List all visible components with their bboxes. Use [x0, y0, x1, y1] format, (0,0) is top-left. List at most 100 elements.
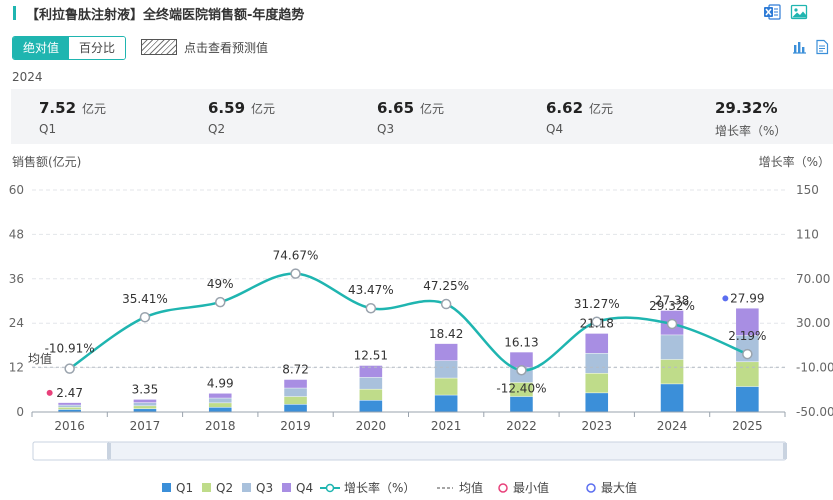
- bar-chart-icon[interactable]: [791, 39, 807, 55]
- bar-segment-q2: [284, 396, 307, 405]
- image-icon[interactable]: [790, 3, 808, 21]
- y2-tick-label: -10.00: [796, 361, 833, 375]
- bar-segment-q4: [208, 393, 232, 398]
- bar-segment-q1: [434, 395, 458, 412]
- bar-segment-q2: [359, 389, 383, 401]
- bar-segment-q1: [510, 396, 533, 412]
- y2-tick-label: -50.00: [796, 405, 833, 419]
- legend-swatch: [282, 483, 291, 492]
- growth-rate-label: 29.32%: [649, 299, 695, 313]
- bar-segment-q1: [359, 400, 383, 412]
- stat-unit: 亿元: [589, 102, 614, 116]
- bar-total-label: 21.18: [580, 317, 614, 331]
- bar-segment-q4: [284, 379, 307, 388]
- growth-rate-label: 47.25%: [423, 279, 469, 293]
- legend-line-marker: [325, 483, 335, 493]
- forecast-toggle-swatch[interactable]: [141, 39, 177, 55]
- bar-segment-q2: [585, 373, 609, 393]
- chart-toolbar: 绝对值 百分比 点击查看预测值: [0, 34, 833, 60]
- bar-segment-q1: [585, 393, 609, 412]
- tab-percentage[interactable]: 百分比: [69, 37, 126, 59]
- stat-label: 增长率（%）: [715, 124, 787, 138]
- legend-label: 均值: [459, 480, 483, 495]
- y2-axis-title: 增长率（%）: [759, 154, 830, 169]
- y2-tick-label: 30.00: [796, 316, 830, 330]
- legend-ring: [498, 483, 508, 493]
- bar-segment-q3: [133, 402, 157, 406]
- bar-total-label: 27.38: [655, 294, 689, 308]
- bar-segment-q2: [58, 407, 81, 410]
- bar-segment-q4: [510, 352, 533, 368]
- bar-total-label: 18.42: [429, 327, 463, 341]
- growth-rate-point: [666, 318, 678, 330]
- bar-segment-q1: [284, 404, 307, 412]
- summary-stat-q4: 6.62 亿元 Q4: [546, 99, 613, 136]
- bar-segment-q3: [434, 360, 458, 378]
- bar-total-label: 2.47: [56, 386, 83, 400]
- bar-total-label: 27.99: [730, 291, 764, 305]
- stat-unit: 亿元: [82, 102, 107, 116]
- forecast-toggle-label[interactable]: 点击查看预测值: [184, 41, 269, 55]
- bar-segment-q2: [434, 378, 458, 395]
- x-tick-label: 2018: [205, 419, 236, 433]
- x-tick-label: 2023: [581, 419, 612, 433]
- max-value-marker: [722, 295, 729, 302]
- y-tick-label: 48: [9, 227, 24, 241]
- bar-segment-q1: [58, 409, 81, 412]
- bar-total-label: 4.99: [207, 377, 234, 391]
- bar-segment-q4: [58, 402, 81, 405]
- legend-label: Q4: [296, 481, 313, 495]
- y-tick-label: 0: [16, 405, 24, 419]
- range-slider-handle-right[interactable]: [783, 443, 787, 459]
- summary-stat-q3: 6.65 亿元 Q3: [377, 99, 444, 136]
- growth-rate-point: [742, 348, 753, 360]
- stat-label: Q2: [208, 122, 226, 136]
- bar-segment-q3: [284, 388, 307, 397]
- bar-total-label: 16.13: [504, 335, 538, 349]
- growth-rate-line: [68, 272, 748, 372]
- min-value-marker: [46, 389, 53, 396]
- y2-tick-label: 150: [796, 183, 819, 197]
- growth-rate-point: [516, 365, 527, 376]
- stat-value: 7.52: [39, 99, 77, 117]
- bar-segment-q4: [133, 399, 157, 403]
- bar-total-label: 12.51: [354, 349, 388, 363]
- x-tick-label: 2016: [54, 419, 85, 433]
- bar-segment-q3: [585, 353, 609, 374]
- growth-rate-label: 74.67%: [273, 249, 319, 263]
- title-accent-bar: [13, 6, 16, 20]
- excel-icon[interactable]: [763, 3, 781, 21]
- x-tick-label: 2025: [732, 419, 763, 433]
- y2-tick-label: 70.00: [796, 272, 830, 286]
- growth-rate-label: -10.91%: [45, 342, 95, 356]
- stat-unit: 亿元: [251, 102, 276, 116]
- legend-label: 最小值: [513, 480, 549, 495]
- bar-segment-q3: [359, 377, 383, 389]
- bar-segment-q4: [359, 365, 383, 378]
- value-mode-toggle: 绝对值 百分比: [12, 36, 127, 60]
- bar-segment-q2: [736, 362, 759, 387]
- growth-rate-point: [290, 268, 301, 279]
- x-tick-label: 2017: [130, 419, 161, 433]
- stat-value: 6.59: [208, 99, 246, 117]
- legend-ring: [586, 483, 596, 493]
- growth-rate-point: [440, 298, 452, 310]
- bar-segment-q2: [208, 403, 232, 408]
- legend-swatch: [242, 483, 251, 492]
- bar-segment-q1: [208, 407, 232, 412]
- document-icon[interactable]: [814, 39, 830, 55]
- x-tick-label: 2021: [431, 419, 462, 433]
- bar-segment-q3: [736, 335, 759, 362]
- growth-rate-label: 35.41%: [122, 292, 168, 306]
- tab-absolute-value[interactable]: 绝对值: [13, 37, 70, 59]
- legend-swatch: [202, 483, 211, 492]
- x-tick-label: 2022: [506, 419, 537, 433]
- bar-segment-q1: [660, 384, 684, 412]
- growth-rate-label: 2.19%: [728, 329, 766, 343]
- x-tick-label: 2020: [356, 419, 387, 433]
- summary-panel: 7.52 亿元 Q1 6.59 亿元 Q2 6.65 亿元 Q3 6.62 亿元 Q4 …: [11, 89, 833, 144]
- bar-segment-q3: [208, 398, 232, 403]
- stat-value: 29.32%: [715, 99, 778, 117]
- range-slider-handle-left[interactable]: [107, 443, 111, 459]
- bar-segment-q1: [736, 386, 759, 412]
